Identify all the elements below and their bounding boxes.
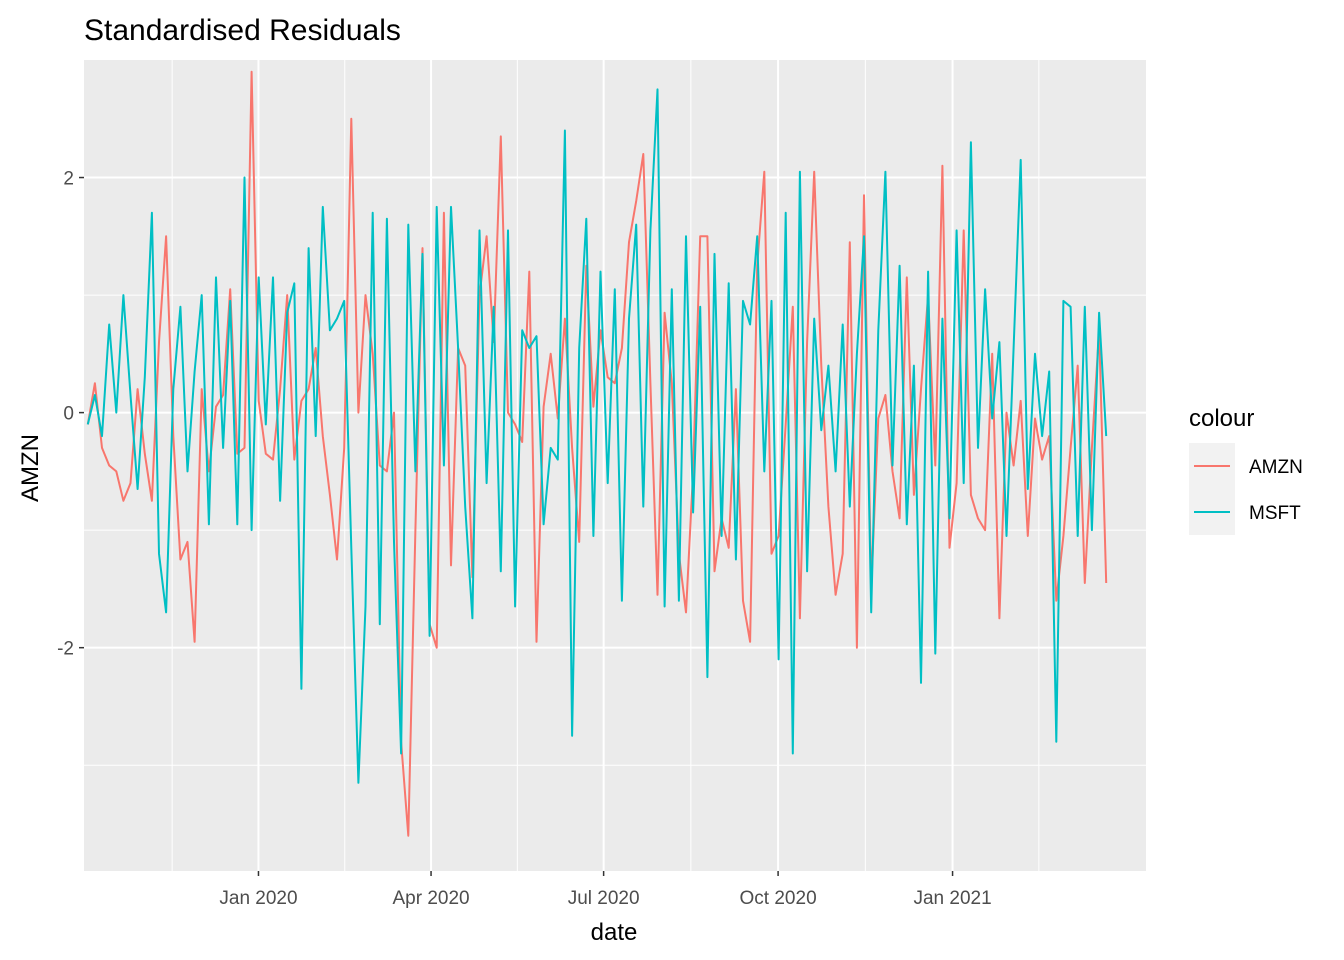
y-tick-label: 0 bbox=[63, 404, 74, 425]
x-tick-label: Oct 2020 bbox=[740, 888, 817, 909]
y-axis-title: AMZN bbox=[17, 434, 44, 502]
x-tick-label: Apr 2020 bbox=[392, 888, 469, 909]
x-axis: Jan 2020 Apr 2020 Jul 2020 Oct 2020 Jan 2021 bbox=[219, 871, 992, 909]
chart-title: Standardised Residuals bbox=[84, 14, 401, 47]
y-tick-label: -2 bbox=[57, 639, 74, 660]
x-axis-title: date bbox=[591, 919, 638, 946]
y-tick-label: 2 bbox=[63, 169, 74, 190]
plot-panel bbox=[84, 60, 1146, 871]
x-tick-label: Jul 2020 bbox=[568, 888, 640, 909]
minor-gridlines bbox=[84, 60, 1146, 871]
x-tick-label: Jan 2020 bbox=[219, 888, 297, 909]
series-line-msft bbox=[86, 88, 1108, 784]
legend: colour AMZN MSFT bbox=[1189, 405, 1303, 535]
legend-title: colour bbox=[1189, 405, 1254, 432]
series-lines bbox=[86, 70, 1108, 837]
legend-label-msft: MSFT bbox=[1249, 503, 1301, 524]
y-axis: -2 0 2 bbox=[57, 169, 84, 660]
x-tick-label: Jan 2021 bbox=[913, 888, 991, 909]
legend-label-amzn: AMZN bbox=[1249, 457, 1303, 478]
